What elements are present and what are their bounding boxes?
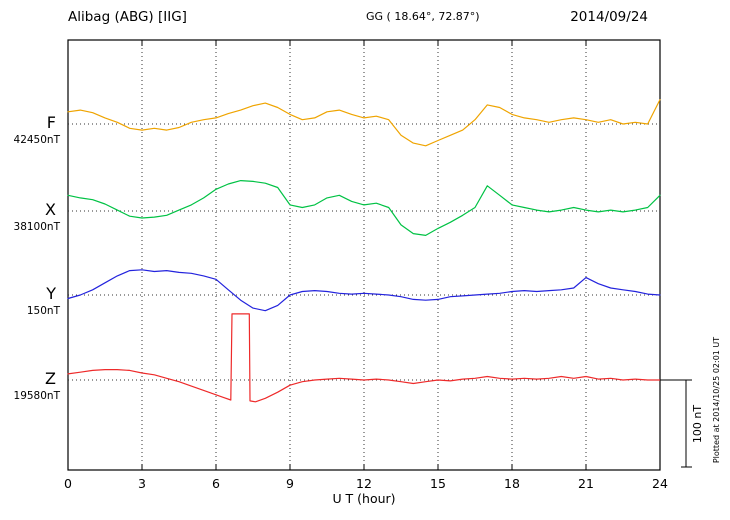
x-tick-label: 0 xyxy=(64,476,72,491)
x-tick-label: 12 xyxy=(356,476,372,491)
x-tick-label: 6 xyxy=(212,476,220,491)
series-baseline-value-Y: 150nT xyxy=(27,305,61,317)
trace-F xyxy=(67,98,661,147)
series-baseline-value-Z: 19580nT xyxy=(14,390,61,402)
series-baseline-value-X: 38100nT xyxy=(14,221,61,233)
series-label-Z: Z xyxy=(45,369,56,388)
series-baseline-value-F: 42450nT xyxy=(14,134,61,146)
plot-date: 2014/09/24 xyxy=(570,9,648,25)
series-label-Y: Y xyxy=(45,284,56,303)
trace-Y xyxy=(67,269,661,312)
x-tick-label: 21 xyxy=(578,476,594,491)
trace-X xyxy=(67,180,661,236)
series-label-X: X xyxy=(45,200,56,219)
x-axis-label: U T (hour) xyxy=(332,491,395,506)
x-tick-label: 15 xyxy=(430,476,446,491)
trace-Z xyxy=(67,313,661,403)
x-tick-label: 18 xyxy=(504,476,520,491)
series-label-F: F xyxy=(47,113,56,132)
geo-coords: GG ( 18.64°, 72.87°) xyxy=(366,10,480,23)
station-title: Alibag (ABG) [IIG] xyxy=(68,9,187,25)
scalebar-label: 100 nT xyxy=(691,405,704,443)
x-tick-label: 9 xyxy=(286,476,294,491)
x-tick-label: 3 xyxy=(138,476,146,491)
plotted-at-note: Plotted at 2014/10/25 02:01 UT xyxy=(712,337,721,463)
x-tick-label: 24 xyxy=(652,476,668,491)
